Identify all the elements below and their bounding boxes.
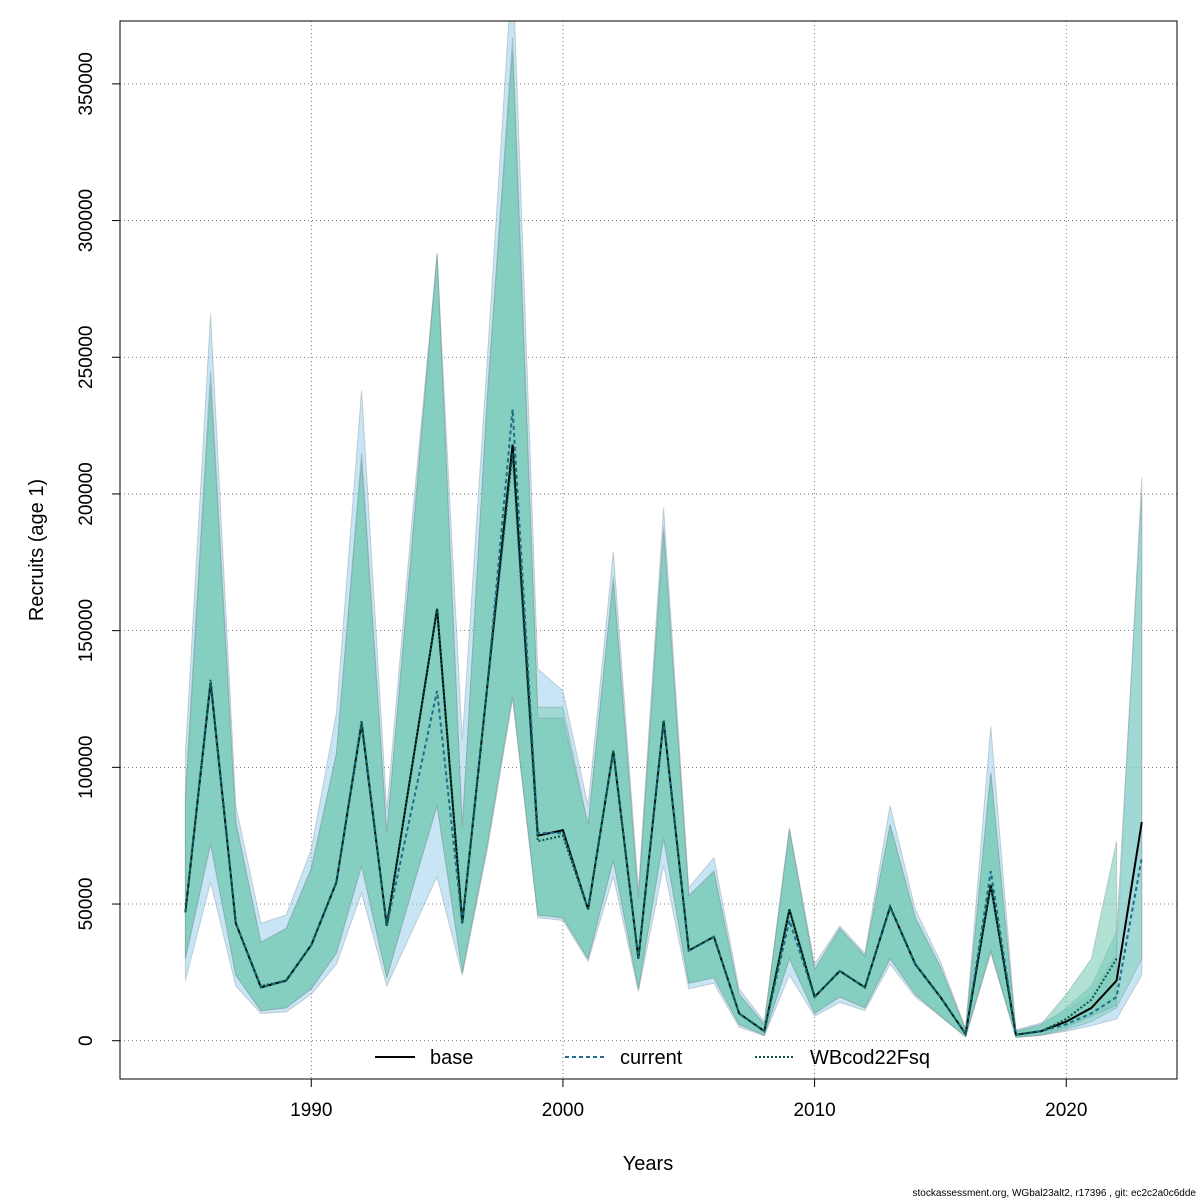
legend-label-base: base [430, 1047, 473, 1069]
y-tick-label: 350000 [76, 52, 97, 115]
x-tick-label: 2010 [793, 1100, 835, 1121]
x-tick-label: 2020 [1045, 1100, 1087, 1121]
series-lines [184, 409, 1143, 1037]
legend: base current WBcod22Fsq [375, 1047, 930, 1069]
confidence-bands [184, 21, 1143, 1038]
x-axis: 1990 2000 2010 2020 [290, 1079, 1087, 1121]
y-tick-label: 50000 [76, 878, 97, 931]
legend-label-WBcod22Fsq: WBcod22Fsq [810, 1047, 930, 1069]
y-tick-label: 150000 [76, 599, 97, 662]
legend-label-current: current [620, 1047, 683, 1069]
y-tick-label: 0 [76, 1035, 97, 1046]
x-tick-label: 2000 [542, 1100, 584, 1121]
x-tick-label: 1990 [290, 1100, 332, 1121]
y-axis-title: Recruits (age 1) [26, 479, 48, 621]
y-tick-label: 300000 [76, 189, 97, 252]
series-line-current [184, 409, 1143, 1037]
y-tick-label: 250000 [76, 326, 97, 389]
y-axis: 0 50000 100000 150000 200000 250000 300000 3500… [76, 52, 120, 1046]
series-line-WBcod22Fsq [184, 452, 1118, 1037]
confidence-band-WBcod22Fsq [184, 51, 1118, 1038]
y-tick-label: 100000 [76, 736, 97, 799]
footer-note: stockassessment.org, WGbal23alt2, r17396… [913, 1188, 1197, 1199]
y-tick-label: 200000 [76, 462, 97, 525]
x-axis-title: Years [623, 1153, 673, 1175]
plot-frame [119, 20, 1178, 1080]
